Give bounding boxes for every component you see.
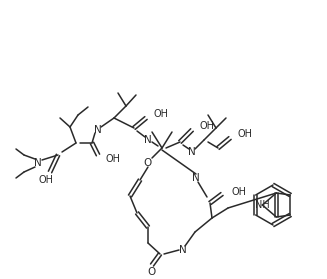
Text: N: N xyxy=(192,173,200,183)
Text: OH: OH xyxy=(39,175,54,185)
Text: N: N xyxy=(179,245,187,255)
Text: OH: OH xyxy=(238,129,253,139)
Text: O: O xyxy=(148,267,156,277)
Text: N: N xyxy=(188,147,196,157)
Text: O: O xyxy=(144,158,152,168)
Text: OH: OH xyxy=(232,187,247,197)
Text: OH: OH xyxy=(106,154,121,164)
Text: OH: OH xyxy=(200,121,215,131)
Text: NH: NH xyxy=(255,200,270,210)
Text: N: N xyxy=(34,158,42,168)
Text: N: N xyxy=(94,125,102,135)
Text: OH: OH xyxy=(154,109,169,119)
Text: N: N xyxy=(144,135,152,145)
